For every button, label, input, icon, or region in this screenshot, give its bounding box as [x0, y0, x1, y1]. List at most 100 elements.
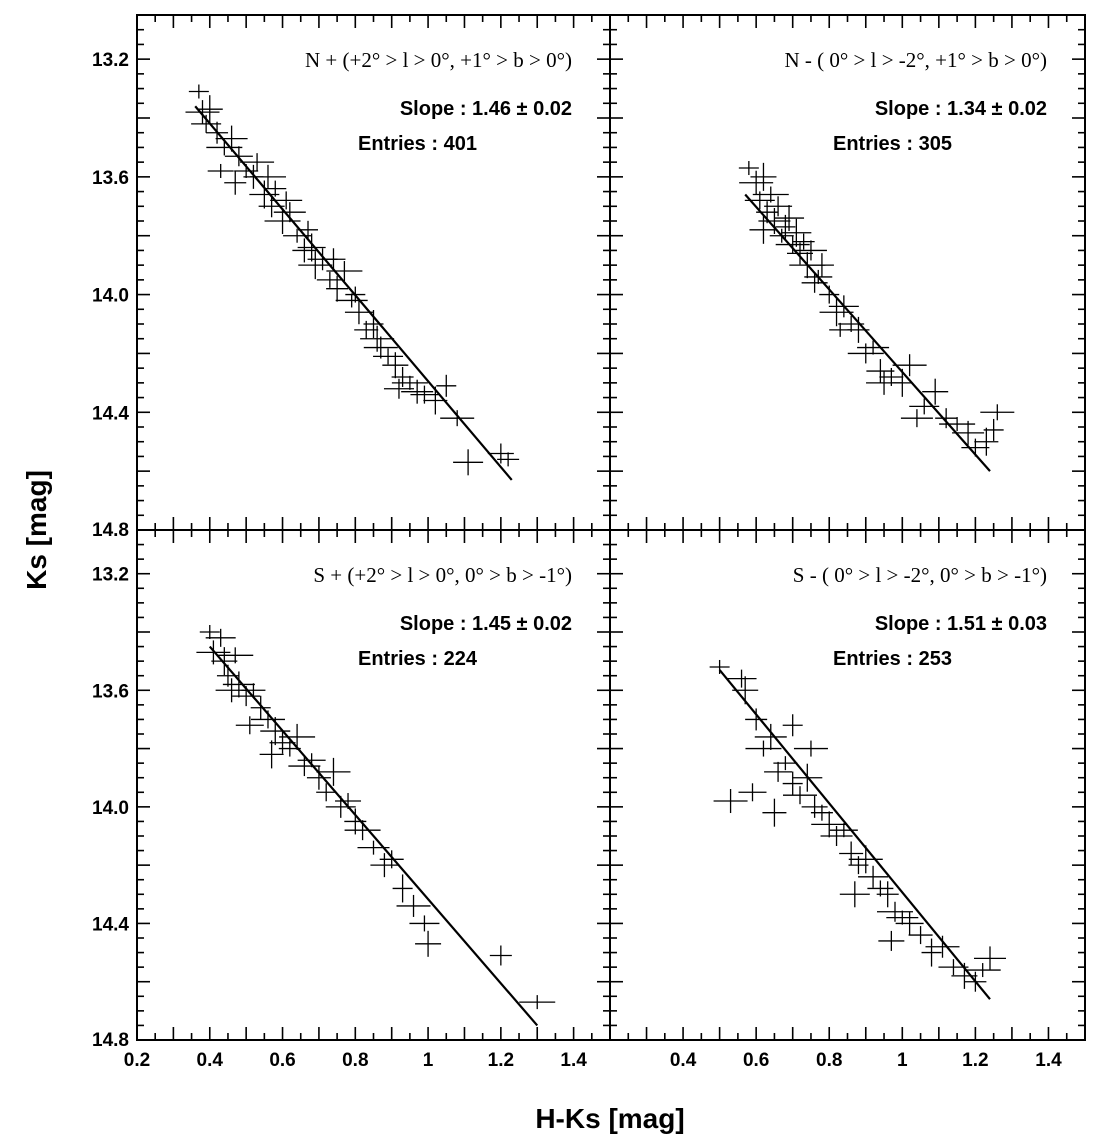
data-point	[519, 995, 556, 1010]
y-tick-label: 14.4	[92, 403, 129, 424]
y-tick-label: 14.8	[92, 520, 129, 541]
panel-title: N - ( 0° > l > -2°, +1° > b > 0°)	[784, 48, 1047, 72]
data-point	[782, 771, 803, 796]
data-point	[739, 170, 774, 195]
panel-3: 0.2 0.4 0.6 0.8 1 1.2 1.4 13.2 13.6 14.0 14.4 14.8 S…	[92, 529, 611, 1071]
data-point	[396, 894, 431, 917]
data-point	[185, 100, 220, 125]
data-point	[392, 874, 413, 903]
entries-label: Entries : 253	[833, 648, 952, 670]
data-point	[829, 823, 858, 838]
data-point	[811, 811, 848, 838]
data-point	[373, 348, 404, 365]
data-point	[878, 930, 905, 951]
data-point	[215, 125, 248, 152]
slope-label: Slope : 1.45 ± 0.02	[400, 613, 572, 635]
panel-title: S - ( 0° > l > -2°, 0° > b > -1°)	[793, 563, 1047, 587]
fit-line	[208, 645, 539, 1027]
panel-frame	[609, 14, 1086, 531]
data-point	[235, 716, 264, 735]
data-point	[983, 418, 1004, 441]
data-point	[738, 161, 759, 176]
data-point	[909, 398, 940, 415]
data-point	[726, 669, 757, 688]
data-point	[196, 95, 223, 124]
panel-frame	[136, 14, 611, 531]
data-point	[326, 261, 363, 282]
data-point	[207, 163, 234, 178]
entries-label: Entries : 305	[833, 133, 952, 155]
x-axis-title: H-Ks [mag]	[535, 1103, 684, 1134]
data-point	[211, 647, 238, 676]
slope-label: Slope : 1.46 ± 0.02	[400, 98, 572, 120]
x-tick-label: 1	[423, 1050, 434, 1071]
data-point	[379, 850, 404, 869]
y-tick-label: 14.4	[92, 914, 129, 935]
data-point	[363, 336, 398, 359]
data-point	[249, 180, 280, 209]
data-point	[250, 695, 271, 720]
data-point	[866, 359, 895, 384]
data-point	[316, 271, 343, 288]
panels: 13.2 13.6 14.0 14.4 14.8 N + (+2° > l > 0°, +…	[92, 14, 1086, 1071]
data-point	[750, 162, 777, 191]
x-tick-label: 0.8	[342, 1050, 368, 1071]
entries-label: Entries : 401	[358, 133, 477, 155]
x-tick-label: 0.8	[816, 1050, 842, 1071]
data-point	[974, 427, 999, 456]
y-tick-label: 13.6	[92, 168, 129, 189]
panel-1: 13.2 13.6 14.0 14.4 14.8 N + (+2° > l > 0°, +…	[92, 14, 611, 541]
data-point	[809, 253, 834, 278]
slope-label: Slope : 1.34 ± 0.02	[875, 98, 1047, 120]
data-point	[326, 275, 349, 302]
x-tick-label: 0.6	[269, 1050, 295, 1071]
data-point	[188, 84, 209, 99]
data-point	[297, 233, 326, 262]
x-tick-label: 1.2	[488, 1050, 514, 1071]
data-point	[876, 881, 899, 908]
data-point	[787, 242, 813, 265]
data-point	[283, 228, 312, 243]
data-point	[752, 186, 789, 203]
data-point	[316, 757, 351, 786]
data-point	[895, 911, 924, 936]
data-point	[409, 915, 440, 932]
data-point	[908, 926, 933, 945]
data-point	[279, 723, 316, 750]
data-point	[391, 375, 428, 390]
data-point	[939, 417, 976, 432]
data-point	[964, 963, 1001, 978]
x-tick-label: 0.2	[124, 1050, 150, 1071]
data-point	[974, 946, 1006, 971]
data-point	[440, 410, 475, 427]
panel-2: N - ( 0° > l > -2°, +1° > b > 0°) Slope :…	[609, 14, 1086, 531]
fit-line	[744, 193, 991, 472]
data-point	[773, 756, 798, 771]
data-point	[288, 756, 321, 777]
data-point	[858, 865, 889, 888]
data-point	[316, 783, 337, 802]
data-point	[205, 628, 236, 647]
data-point	[892, 354, 927, 377]
data-point	[900, 409, 933, 428]
data-point	[259, 740, 284, 769]
data-point	[382, 352, 409, 379]
slope-label: Slope : 1.51 ± 0.03	[875, 613, 1047, 635]
y-tick-label: 13.2	[92, 565, 129, 586]
data-point	[820, 826, 853, 846]
data-point	[839, 841, 864, 866]
data-point	[762, 798, 787, 827]
data-point	[886, 910, 919, 925]
y-tick-label: 14.0	[92, 798, 129, 819]
data-point	[436, 374, 457, 397]
data-point	[222, 671, 255, 698]
data-point	[453, 449, 484, 476]
data-point	[713, 789, 748, 814]
data-point	[215, 678, 248, 703]
data-point	[764, 196, 793, 217]
data-point	[749, 215, 778, 244]
data-point	[935, 408, 958, 429]
data-point	[921, 938, 942, 967]
y-axis-title: Ks [mag]	[21, 470, 52, 590]
panel-frame	[136, 529, 611, 1041]
